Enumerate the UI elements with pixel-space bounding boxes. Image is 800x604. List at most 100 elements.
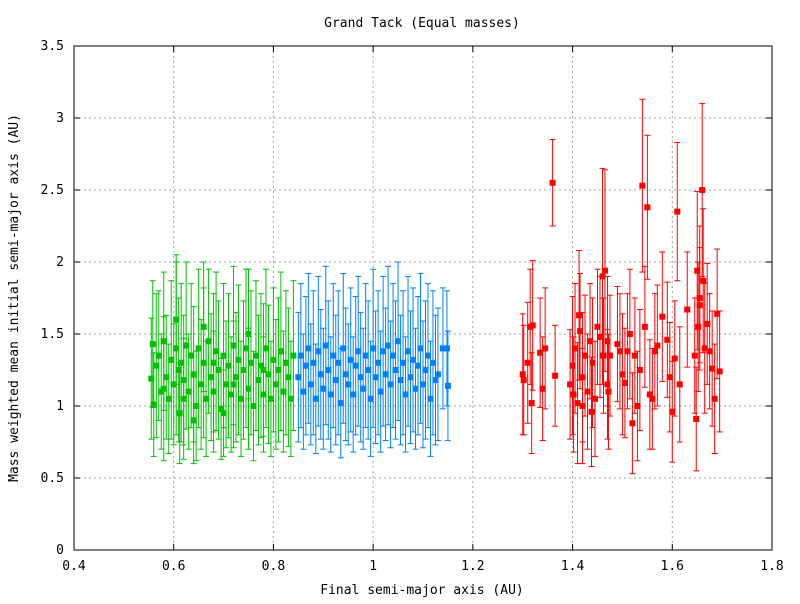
data-point <box>267 395 274 402</box>
data-point <box>429 359 436 366</box>
y-axis-label: Mass weighted mean initial semi-major ax… <box>7 114 22 482</box>
data-point <box>175 367 182 373</box>
data-point <box>614 341 621 348</box>
data-point <box>604 381 611 388</box>
data-point <box>355 348 362 355</box>
data-point <box>639 182 646 189</box>
y-tick-label: 1.5 <box>41 327 64 342</box>
data-point <box>238 395 245 402</box>
data-point <box>357 374 364 381</box>
data-point <box>676 381 683 388</box>
data-point <box>307 381 314 388</box>
x-tick-label: 1 <box>369 559 377 574</box>
data-point <box>599 273 606 280</box>
data-point <box>539 385 546 392</box>
data-point <box>621 379 628 386</box>
data-point <box>704 320 711 327</box>
data-point <box>636 367 643 373</box>
data-point <box>528 400 535 407</box>
data-point <box>417 345 424 352</box>
data-point <box>700 277 707 284</box>
data-point <box>200 323 207 330</box>
data-point <box>260 367 267 373</box>
data-point <box>407 374 414 381</box>
data-point <box>402 391 409 398</box>
data-point <box>180 395 187 402</box>
data-point <box>392 367 399 373</box>
data-point <box>576 312 583 319</box>
data-point <box>350 391 357 398</box>
data-point <box>684 306 691 313</box>
data-point <box>390 352 397 359</box>
y-tick-label: 2.5 <box>41 183 64 198</box>
data-point <box>666 374 673 381</box>
data-point <box>659 313 666 320</box>
data-point <box>168 356 175 363</box>
x-tick-label: 1.2 <box>461 559 484 574</box>
data-point <box>185 388 192 395</box>
data-point <box>616 348 623 355</box>
data-point <box>300 388 307 395</box>
data-point <box>711 395 718 402</box>
data-point <box>664 336 671 343</box>
data-point <box>588 408 595 415</box>
data-point <box>385 342 392 349</box>
data-point <box>233 374 240 381</box>
x-tick-label: 1.8 <box>760 559 783 574</box>
data-point <box>372 374 379 381</box>
data-point <box>524 359 531 366</box>
y-tick-label: 2 <box>56 255 64 270</box>
y-tick-label: 3 <box>56 111 64 126</box>
data-point <box>624 348 631 355</box>
data-point <box>360 385 367 392</box>
data-point <box>691 352 698 359</box>
data-point <box>215 367 222 373</box>
data-point <box>569 362 576 369</box>
data-point <box>714 310 721 317</box>
data-point <box>297 352 304 359</box>
data-point <box>190 417 197 424</box>
data-point <box>382 371 389 378</box>
tick-layer: 0.4 0.6 0.8 1 1.2 1.4 1.6 1.8 0 0.5 1 1.5 2 2.5 3 3.5 <box>41 39 784 574</box>
data-point <box>327 391 334 398</box>
data-point <box>275 367 282 373</box>
data-point <box>594 323 601 330</box>
data-point <box>325 367 332 373</box>
data-point <box>422 367 429 373</box>
data-point <box>178 359 185 366</box>
data-point <box>257 362 264 369</box>
data-point <box>424 352 431 359</box>
data-point <box>322 342 329 349</box>
data-point <box>272 381 279 388</box>
data-point <box>330 352 337 359</box>
data-point <box>210 359 217 366</box>
data-point <box>584 388 591 395</box>
data-point <box>205 338 212 345</box>
data-point <box>332 377 339 384</box>
data-point <box>188 352 195 359</box>
series-group <box>295 261 451 459</box>
x-tick-label: 0.4 <box>62 559 86 574</box>
data-point <box>405 348 412 355</box>
data-point <box>342 371 349 378</box>
y-tick-label: 3.5 <box>41 39 64 54</box>
data-point <box>634 403 641 409</box>
data-point <box>262 345 269 352</box>
data-point <box>228 391 235 398</box>
data-point <box>252 352 259 359</box>
data-point <box>225 362 232 369</box>
data-point <box>412 385 419 392</box>
data-point <box>596 333 603 340</box>
data-point <box>579 403 586 409</box>
data-point <box>287 395 294 402</box>
data-point <box>387 381 394 388</box>
data-point <box>529 322 536 329</box>
data-point <box>183 342 190 349</box>
data-point <box>190 371 197 378</box>
data-point <box>280 388 287 395</box>
data-layer <box>148 98 723 475</box>
data-point <box>646 391 653 398</box>
data-point <box>352 362 359 369</box>
data-point <box>176 410 183 417</box>
